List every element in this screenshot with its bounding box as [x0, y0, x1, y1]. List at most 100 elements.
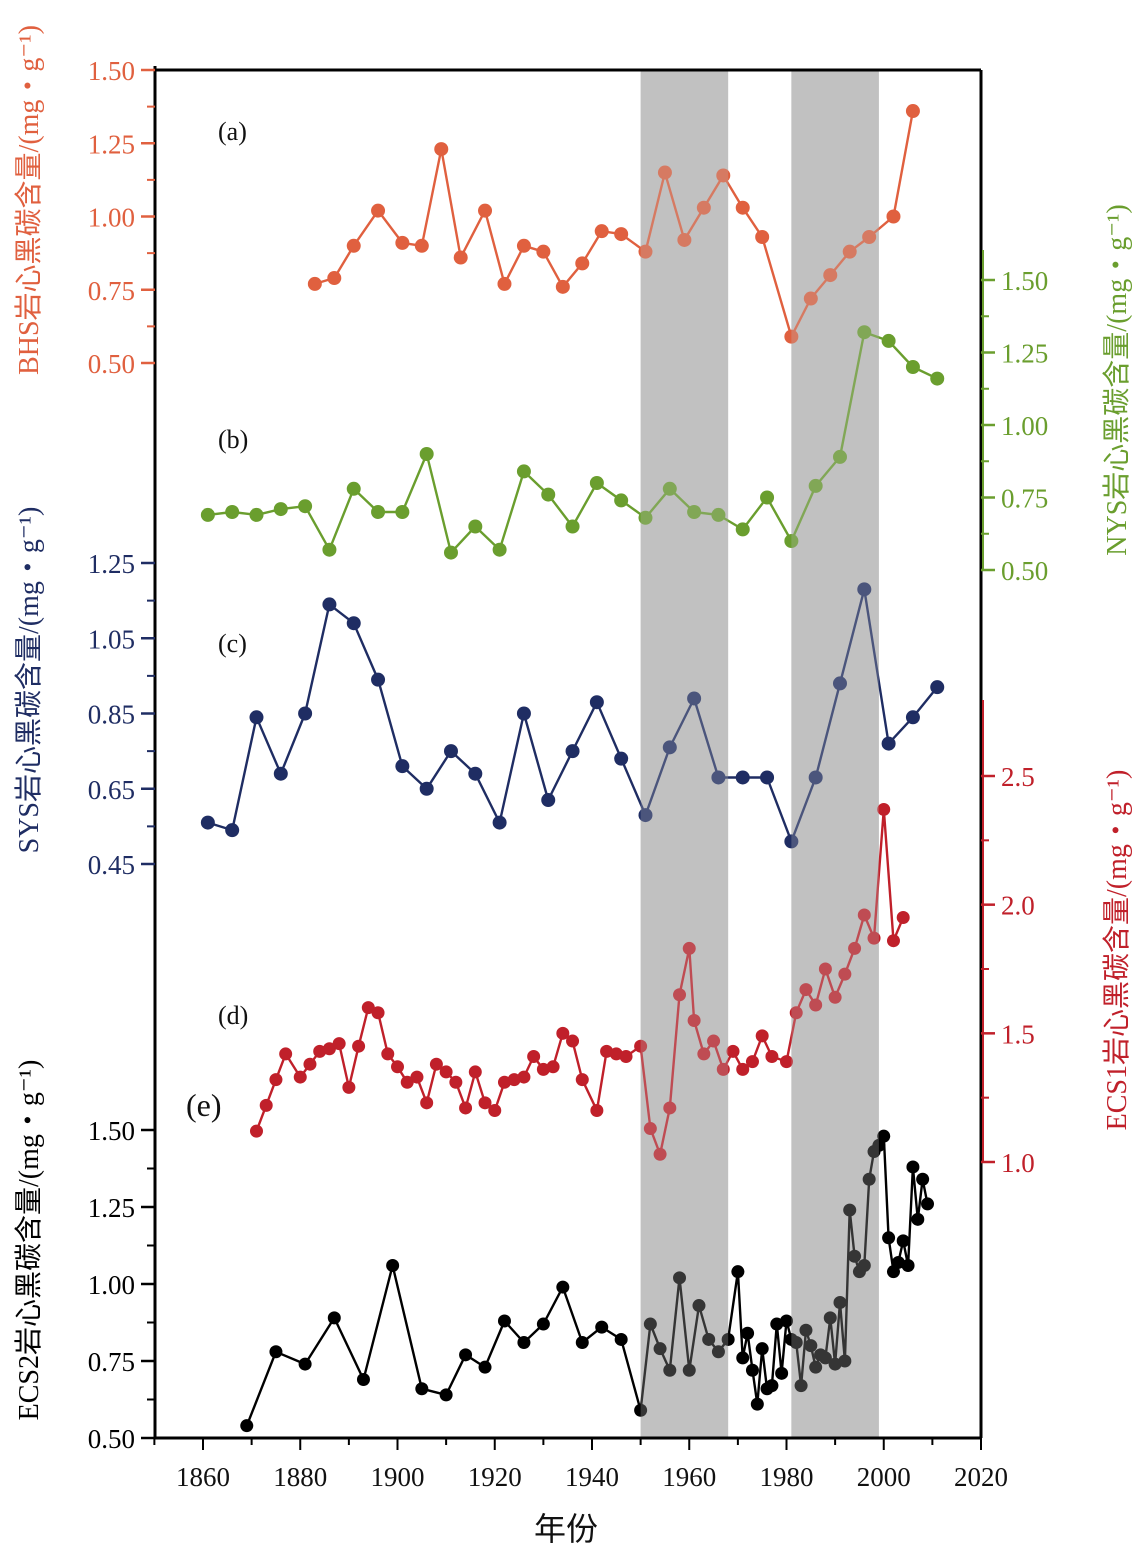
data-point-sys — [735, 770, 750, 785]
x-tick-label: 1960 — [662, 1462, 716, 1492]
data-point-ecs2 — [862, 1172, 876, 1186]
data-point-bhs — [886, 209, 901, 224]
data-point-bhs — [716, 168, 731, 183]
shaded-period-overlay-1 — [640, 72, 729, 1436]
data-point-ecs2 — [595, 1320, 609, 1334]
data-point-ecs1 — [566, 1034, 580, 1048]
y-tick-label-nys: 0.50 — [1001, 556, 1048, 586]
data-point-sys — [808, 770, 823, 785]
data-point-ecs1 — [322, 1042, 336, 1056]
data-point-ecs1 — [259, 1098, 273, 1112]
data-point-sys — [589, 695, 604, 710]
panel-label-b: (b) — [218, 425, 248, 454]
data-point-ecs2 — [327, 1311, 341, 1325]
data-point-ecs1 — [687, 1013, 701, 1027]
y-tick-label-sys: 1.25 — [88, 549, 135, 579]
y-tick-label-ecs1: 1.5 — [1001, 1019, 1035, 1049]
data-point-nys — [516, 464, 531, 479]
data-point-sys — [687, 691, 702, 706]
x-axis-title: 年份 — [534, 1511, 598, 1547]
data-point-ecs1 — [575, 1073, 589, 1087]
data-point-ecs2 — [240, 1419, 254, 1433]
y-tick-label-ecs2: 1.00 — [88, 1270, 135, 1300]
shaded-period-overlay-2 — [791, 72, 879, 1436]
data-point-ecs1 — [488, 1104, 502, 1118]
x-tick-label: 1920 — [468, 1462, 522, 1492]
data-point-ecs1 — [420, 1096, 434, 1110]
data-point-nys — [419, 447, 434, 461]
data-point-ecs1 — [809, 998, 823, 1012]
data-point-sys — [468, 766, 483, 781]
data-point-ecs1 — [536, 1062, 550, 1076]
y-tick-label-sys: 0.85 — [88, 700, 135, 730]
panel-label-a: (a) — [218, 117, 247, 146]
y-tick-label-ecs2: 0.50 — [88, 1424, 135, 1454]
data-point-ecs1 — [342, 1080, 356, 1094]
data-point-nys — [541, 487, 556, 502]
data-point-ecs1 — [556, 1026, 570, 1040]
data-point-ecs1 — [249, 1124, 263, 1138]
data-point-bhs — [823, 268, 838, 283]
panel-label-d: (d) — [218, 1001, 248, 1030]
data-point-ecs2 — [731, 1265, 745, 1279]
data-point-ecs1 — [269, 1073, 283, 1087]
y-axis-title-ecs2: ECS2岩心黑碳含量/(mg・g⁻¹) — [13, 1060, 45, 1421]
y-tick-label-ecs1: 2.0 — [1001, 891, 1035, 921]
data-point-bhs — [516, 238, 531, 253]
data-point-ecs1 — [673, 988, 687, 1002]
data-point-ecs2 — [517, 1336, 531, 1350]
data-point-nys — [784, 534, 799, 548]
data-point-nys — [225, 505, 240, 519]
x-tick-label: 1880 — [273, 1462, 327, 1492]
panel-label-e: (e) — [186, 1087, 222, 1123]
data-point-bhs — [638, 244, 653, 259]
data-point-ecs1 — [736, 1062, 750, 1076]
x-tick-label: 2020 — [954, 1462, 1008, 1492]
data-point-ecs2 — [823, 1311, 837, 1325]
data-point-ecs1 — [600, 1044, 614, 1058]
data-point-nys — [687, 505, 702, 519]
data-point-ecs2 — [896, 1234, 910, 1248]
data-point-bhs — [414, 238, 429, 253]
data-point-ecs2 — [838, 1354, 852, 1368]
data-point-ecs2 — [799, 1323, 813, 1337]
y-tick-label-bhs: 1.00 — [88, 203, 135, 233]
data-point-nys — [273, 502, 288, 517]
data-point-ecs2 — [818, 1351, 832, 1365]
data-point-sys — [760, 770, 775, 785]
y-tick-label-sys: 0.65 — [88, 775, 135, 805]
data-point-sys — [249, 710, 264, 725]
data-point-ecs1 — [410, 1070, 424, 1084]
data-point-bhs — [657, 165, 672, 180]
y-axis-title-bhs: BHS岩心黑碳含量/(mg・g⁻¹) — [13, 25, 45, 375]
data-point-ecs2 — [575, 1336, 589, 1350]
data-point-nys — [249, 507, 264, 522]
data-point-nys — [395, 505, 410, 519]
y-tick-label-bhs: 0.75 — [88, 276, 135, 306]
data-point-ecs1 — [789, 1006, 803, 1020]
data-point-nys — [711, 507, 726, 522]
data-point-ecs1 — [726, 1044, 740, 1058]
data-point-ecs2 — [877, 1129, 891, 1143]
y-tick-label-nys: 0.75 — [1001, 484, 1048, 514]
data-point-sys — [200, 815, 215, 830]
data-point-bhs — [862, 230, 877, 245]
series-sys — [200, 582, 945, 849]
data-point-nys — [662, 481, 677, 496]
data-point-ecs1 — [449, 1075, 463, 1089]
data-point-nys — [881, 333, 896, 348]
data-point-ecs1 — [755, 1029, 769, 1043]
data-point-ecs1 — [799, 983, 813, 997]
y-tick-label-ecs2: 0.75 — [88, 1347, 135, 1377]
data-point-ecs1 — [391, 1060, 404, 1074]
data-point-sys — [346, 616, 361, 631]
data-point-ecs1 — [429, 1057, 443, 1071]
data-point-bhs — [371, 203, 386, 218]
data-point-ecs1 — [332, 1037, 346, 1051]
data-point-ecs2 — [750, 1397, 764, 1411]
data-point-ecs1 — [361, 1001, 375, 1015]
data-point-ecs2 — [269, 1345, 283, 1359]
data-point-ecs2 — [809, 1360, 823, 1374]
data-point-sys — [395, 759, 410, 774]
